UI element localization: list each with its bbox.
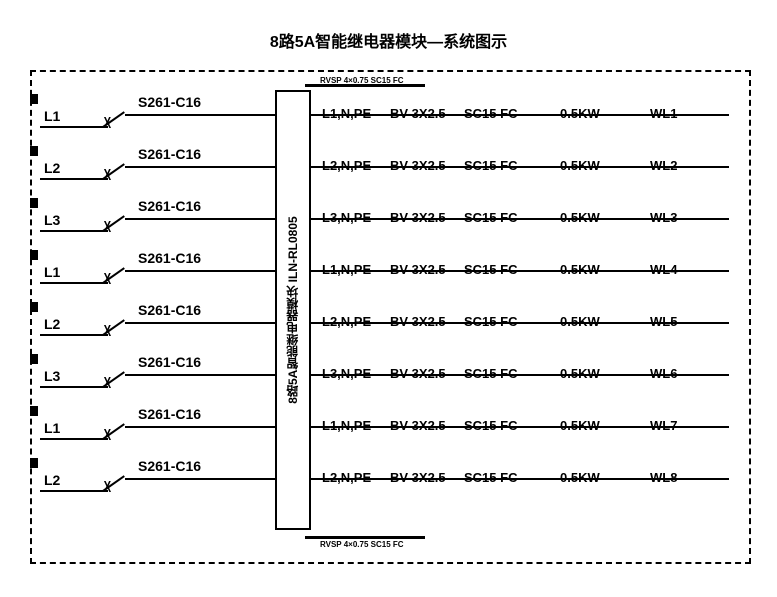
circuit-id: WL7: [650, 418, 677, 433]
load-icon: [30, 354, 38, 364]
phase-label: L1: [44, 108, 60, 124]
wire-segment: [125, 478, 275, 480]
circuit-row: L2XS261-C16L2,N,PEBV-3X2.5SC15 FC0.5KWWL…: [30, 458, 747, 504]
circuit-row: L2XS261-C16L2,N,PEBV-3X2.5SC15 FC0.5KWWL…: [30, 302, 747, 348]
cable-spec: BV-3X2.5: [390, 314, 446, 329]
cable-spec: BV-3X2.5: [390, 158, 446, 173]
breaker-label: S261-C16: [138, 302, 201, 318]
cable-spec: BV-3X2.5: [390, 418, 446, 433]
cable-spec: BV-3X2.5: [390, 106, 446, 121]
power-label: 0.5KW: [560, 470, 600, 485]
load-icon: [30, 406, 38, 416]
conduit-spec: SC15 FC: [464, 314, 517, 329]
pe-label: L1,N,PE: [322, 418, 371, 433]
cable-spec: BV-3X2.5: [390, 470, 446, 485]
wire-segment: [125, 166, 275, 168]
power-label: 0.5KW: [560, 106, 600, 121]
wire-segment: [40, 230, 108, 232]
top-cable-label: RVSP 4×0.75 SC15 FC: [320, 76, 404, 85]
pe-label: L1,N,PE: [322, 106, 371, 121]
breaker-label: S261-C16: [138, 406, 201, 422]
pe-label: L1,N,PE: [322, 262, 371, 277]
pe-label: L3,N,PE: [322, 210, 371, 225]
phase-label: L2: [44, 472, 60, 488]
phase-label: L1: [44, 264, 60, 280]
wire-segment: [125, 426, 275, 428]
phase-label: L2: [44, 160, 60, 176]
wire-segment: [40, 282, 108, 284]
breaker-label: S261-C16: [138, 250, 201, 266]
pe-label: L3,N,PE: [322, 366, 371, 381]
power-label: 0.5KW: [560, 158, 600, 173]
wire-segment: [40, 334, 108, 336]
cable-spec: BV-3X2.5: [390, 366, 446, 381]
load-icon: [30, 250, 38, 260]
conduit-spec: SC15 FC: [464, 418, 517, 433]
power-label: 0.5KW: [560, 262, 600, 277]
phase-label: L3: [44, 368, 60, 384]
load-icon: [30, 458, 38, 468]
conduit-spec: SC15 FC: [464, 158, 517, 173]
pe-label: L2,N,PE: [322, 314, 371, 329]
load-icon: [30, 302, 38, 312]
circuit-id: WL1: [650, 106, 677, 121]
circuit-id: WL2: [650, 158, 677, 173]
circuit-row: L3XS261-C16L3,N,PEBV-3X2.5SC15 FC0.5KWWL…: [30, 198, 747, 244]
conduit-spec: SC15 FC: [464, 210, 517, 225]
pe-label: L2,N,PE: [322, 470, 371, 485]
phase-label: L1: [44, 420, 60, 436]
conduit-spec: SC15 FC: [464, 262, 517, 277]
wire-segment: [125, 270, 275, 272]
diagram-title: 8路5A智能继电器模块—系统图示: [270, 28, 507, 52]
circuit-id: WL6: [650, 366, 677, 381]
wire-segment: [40, 126, 108, 128]
load-icon: [30, 198, 38, 208]
power-label: 0.5KW: [560, 210, 600, 225]
load-icon: [30, 146, 38, 156]
circuit-row: L1XS261-C16L1,N,PEBV-3X2.5SC15 FC0.5KWWL…: [30, 406, 747, 452]
breaker-label: S261-C16: [138, 354, 201, 370]
wire-segment: [125, 218, 275, 220]
circuit-row: L3XS261-C16L3,N,PEBV-3X2.5SC15 FC0.5KWWL…: [30, 354, 747, 400]
circuit-id: WL5: [650, 314, 677, 329]
canvas: 8路5A智能继电器模块—系统图示 RVSP 4×0.75 SC15 FC 8路5…: [0, 0, 777, 597]
breaker-label: S261-C16: [138, 94, 201, 110]
wire-segment: [125, 322, 275, 324]
wire-segment: [40, 438, 108, 440]
circuit-row: L1XS261-C16L1,N,PEBV-3X2.5SC15 FC0.5KWWL…: [30, 250, 747, 296]
circuit-row: L2XS261-C16L2,N,PEBV-3X2.5SC15 FC0.5KWWL…: [30, 146, 747, 192]
circuit-row: L1XS261-C16L1,N,PEBV-3X2.5SC15 FC0.5KWWL…: [30, 94, 747, 140]
circuit-id: WL8: [650, 470, 677, 485]
circuit-id: WL4: [650, 262, 677, 277]
wire-segment: [40, 178, 108, 180]
cable-spec: BV-3X2.5: [390, 210, 446, 225]
bottom-bus-bar: [305, 536, 425, 539]
pe-label: L2,N,PE: [322, 158, 371, 173]
power-label: 0.5KW: [560, 314, 600, 329]
wire-segment: [125, 114, 275, 116]
conduit-spec: SC15 FC: [464, 366, 517, 381]
conduit-spec: SC15 FC: [464, 470, 517, 485]
phase-label: L3: [44, 212, 60, 228]
power-label: 0.5KW: [560, 366, 600, 381]
power-label: 0.5KW: [560, 418, 600, 433]
load-icon: [30, 94, 38, 104]
wire-segment: [125, 374, 275, 376]
conduit-spec: SC15 FC: [464, 106, 517, 121]
breaker-label: S261-C16: [138, 146, 201, 162]
bottom-cable-label: RVSP 4×0.75 SC15 FC: [320, 540, 404, 549]
wire-segment: [40, 490, 108, 492]
cable-spec: BV-3X2.5: [390, 262, 446, 277]
breaker-label: S261-C16: [138, 458, 201, 474]
circuit-id: WL3: [650, 210, 677, 225]
wire-segment: [40, 386, 108, 388]
breaker-label: S261-C16: [138, 198, 201, 214]
phase-label: L2: [44, 316, 60, 332]
